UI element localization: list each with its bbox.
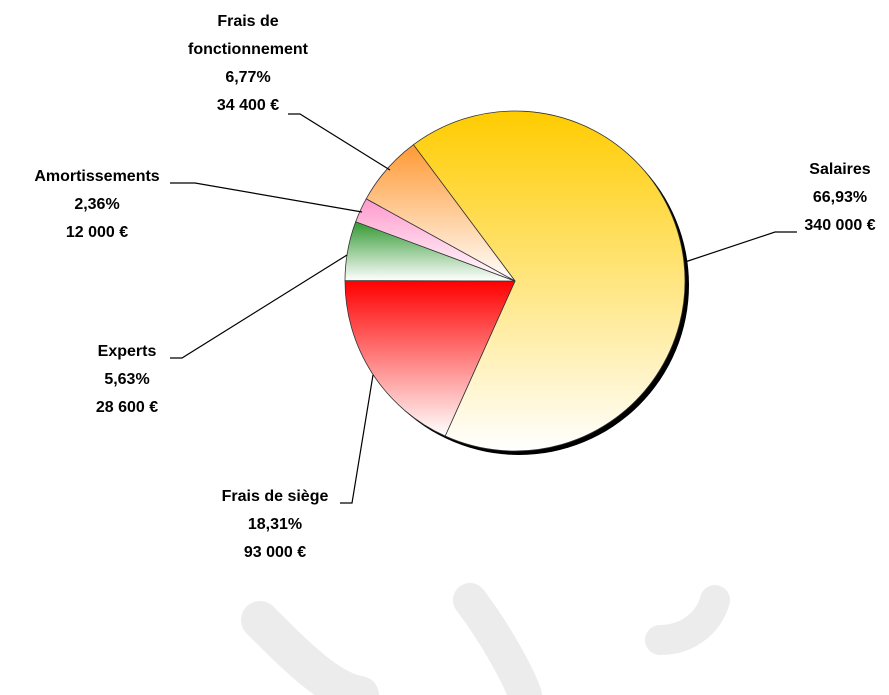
data-label: Salaires 66,93% 340 000 € <box>755 156 889 240</box>
slice-name: Frais de siège <box>221 488 329 505</box>
slice-percentage: 66,93% <box>812 189 868 206</box>
data-label: Frais de fonctionnement 6,77% 34 400 € <box>163 8 333 120</box>
pie-slice <box>412 110 686 452</box>
watermark <box>241 583 730 695</box>
slice-value: 12 000 € <box>65 224 129 241</box>
slice-name: Salaires <box>809 161 871 178</box>
data-label: Amortissements 2,36% 12 000 € <box>12 163 182 247</box>
slice-value: 34 400 € <box>216 97 280 114</box>
pie-slice <box>344 280 516 437</box>
slice-percentage: 5,63% <box>104 371 150 388</box>
leader-line <box>684 231 797 263</box>
slice-value: 28 600 € <box>95 399 159 416</box>
slice-percentage: 2,36% <box>74 196 120 213</box>
leader-line <box>288 113 391 171</box>
data-label: Frais de siège 18,31% 93 000 € <box>190 483 360 567</box>
slice-percentage: 18,31% <box>247 516 303 533</box>
slice-name: Amortissements <box>34 168 160 185</box>
slice-name: Frais de fonctionnement <box>188 13 308 58</box>
pie-slice <box>365 144 516 282</box>
slice-value: 340 000 € <box>804 217 876 234</box>
slice-value: 93 000 € <box>243 544 307 561</box>
slice-name: Experts <box>97 343 157 360</box>
data-label: Experts 5,63% 28 600 € <box>42 338 212 422</box>
slice-percentage: 6,77% <box>225 69 271 86</box>
leader-line <box>340 374 374 504</box>
leader-line <box>170 254 348 359</box>
leader-line <box>170 182 363 213</box>
